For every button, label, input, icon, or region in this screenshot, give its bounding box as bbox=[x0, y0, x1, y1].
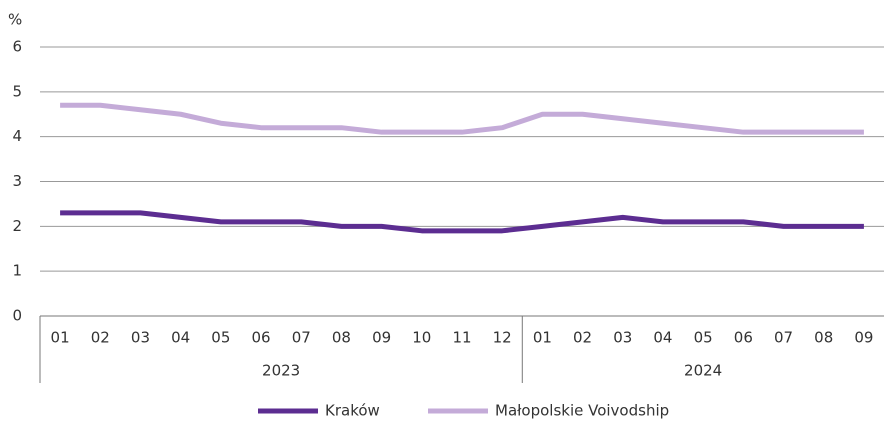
x-tick-label: 12 bbox=[493, 329, 512, 347]
x-tick-label: 05 bbox=[694, 329, 713, 347]
x-group-label: 2024 bbox=[684, 362, 722, 380]
y-tick-label: 1 bbox=[12, 262, 22, 280]
x-tick-label: 03 bbox=[131, 329, 150, 347]
x-tick-label: 06 bbox=[734, 329, 753, 347]
y-tick-label: 3 bbox=[12, 172, 22, 190]
y-tick-label: 2 bbox=[12, 217, 22, 235]
y-axis-unit: % bbox=[8, 11, 22, 29]
x-tick-label: 08 bbox=[814, 329, 833, 347]
x-tick-label: 10 bbox=[412, 329, 431, 347]
x-tick-label: 04 bbox=[653, 329, 672, 347]
x-tick-label: 08 bbox=[332, 329, 351, 347]
x-group-label: 2023 bbox=[262, 362, 300, 380]
x-tick-label: 07 bbox=[774, 329, 793, 347]
y-tick-label: 6 bbox=[12, 38, 22, 56]
x-tick-label: 04 bbox=[171, 329, 190, 347]
x-tick-label: 09 bbox=[372, 329, 391, 347]
x-tick-label: 01 bbox=[533, 329, 552, 347]
x-tick-label: 02 bbox=[573, 329, 592, 347]
legend-label: Kraków bbox=[325, 402, 380, 420]
x-tick-label: 03 bbox=[613, 329, 632, 347]
series-line bbox=[60, 210, 864, 234]
x-tick-label: 01 bbox=[51, 329, 70, 347]
x-tick-label: 02 bbox=[91, 329, 110, 347]
x-tick-label: 06 bbox=[252, 329, 271, 347]
x-tick-label: 07 bbox=[292, 329, 311, 347]
y-tick-label: 0 bbox=[12, 307, 22, 325]
y-tick-label: 4 bbox=[12, 127, 22, 145]
y-tick-label: 5 bbox=[12, 82, 22, 100]
series-line bbox=[60, 102, 864, 135]
x-tick-label: 11 bbox=[452, 329, 471, 347]
legend-label: Małopolskie Voivodship bbox=[495, 402, 669, 420]
x-tick-label: 09 bbox=[854, 329, 873, 347]
x-tick-label: 05 bbox=[211, 329, 230, 347]
